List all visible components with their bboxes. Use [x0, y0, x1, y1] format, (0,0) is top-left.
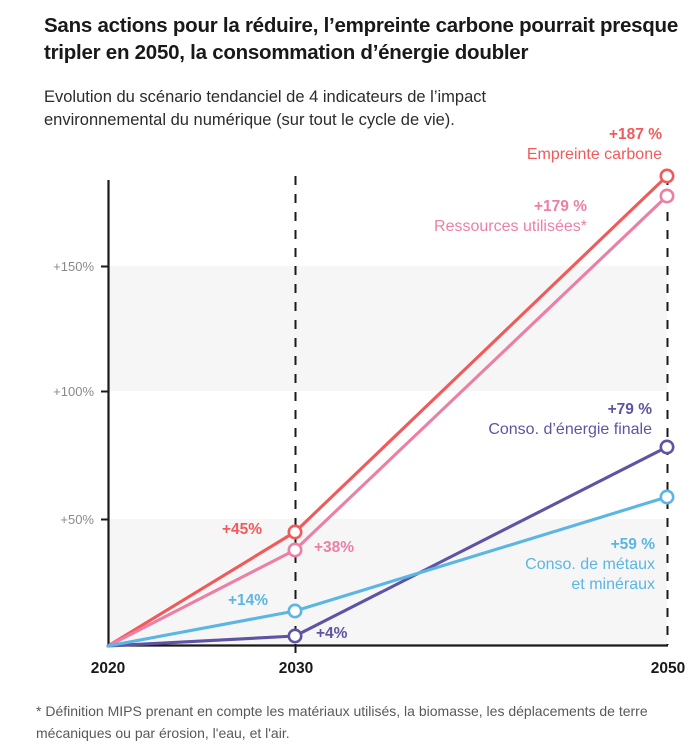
annotation-empreinte-carbone: +187 % Empreinte carbone — [330, 125, 662, 165]
point-ressources-utilisees-2030 — [287, 542, 303, 558]
annotation-conso-metaux-mineraux-name-line2: et minéraux — [571, 576, 655, 594]
point-conso-metaux-mineraux-2050 — [659, 489, 675, 505]
annotation-empreinte-carbone-value: +187 % — [608, 126, 662, 143]
point-empreinte-carbone-2030 — [287, 524, 303, 540]
point-conso-energie-finale-2050 — [659, 439, 675, 455]
x-axis-label-2030: 2030 — [278, 660, 314, 677]
page-subtitle: Evolution du scénario tendanciel de 4 in… — [44, 88, 487, 130]
page-title: Sans actions pour la réduire, l’empreint… — [44, 14, 678, 65]
point-conso-energie-finale-2030 — [287, 628, 303, 644]
annotation-conso-energie-finale-value: +79 % — [607, 401, 652, 418]
point-ressources-utilisees-2050 — [659, 188, 675, 204]
x-axis-label-2020: 2020 — [90, 660, 126, 677]
annotation-mid-conso-metaux-mineraux: +14% — [228, 592, 269, 609]
x-axis-label-2050: 2050 — [650, 660, 686, 677]
y-axis-label-50: +50% — [60, 512, 94, 527]
annotation-ressources-utilisees-name: Ressources utilisées* — [434, 217, 587, 235]
point-conso-metaux-mineraux-2030 — [287, 603, 303, 619]
line-chart: +150% +100% +50% 2020 2030 2050 +187 % E… — [53, 125, 686, 677]
annotation-ressources-utilisees: +179 % Ressources utilisées* — [250, 197, 587, 237]
chart-canvas — [101, 168, 675, 653]
footnote: * Définition MIPS prenant en compte les … — [36, 703, 648, 742]
annotation-empreinte-carbone-name: Empreinte carbone — [526, 145, 662, 163]
annotation-ressources-utilisees-value: +179 % — [533, 198, 587, 215]
annotation-conso-metaux-mineraux-name-line1: Conso. de métaux — [525, 555, 655, 573]
annotation-conso-metaux-mineraux: +59 % Conso. de métaux et minéraux — [360, 535, 655, 596]
annotation-mid-ressources-utilisees: +38% — [314, 539, 355, 556]
y-axis-label-150: +150% — [53, 259, 94, 274]
annotation-conso-energie-finale: +79 % Conso. d’énergie finale — [330, 400, 652, 440]
y-axis-label-100: +100% — [53, 384, 94, 399]
band-shaded-upper — [108, 266, 667, 391]
annotation-conso-energie-finale-name: Conso. d’énergie finale — [488, 420, 652, 438]
annotation-mid-conso-energie-finale: +4% — [316, 625, 348, 642]
point-empreinte-carbone-2050 — [659, 168, 675, 184]
annotation-conso-metaux-mineraux-value: +59 % — [610, 536, 655, 553]
annotation-mid-empreinte-carbone: +45% — [222, 521, 263, 538]
